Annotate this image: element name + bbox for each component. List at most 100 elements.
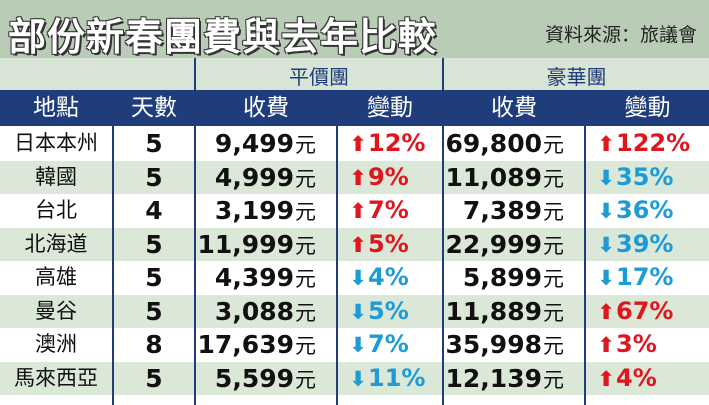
days-cell: 4 (114, 194, 194, 227)
budget-fee-cell: 9,499元 (196, 127, 316, 160)
currency-unit: 元 (543, 334, 564, 358)
fee-value: 69,800 (445, 129, 542, 158)
column-header-row: 地點 天數 收費 變動 收費 變動 (0, 90, 709, 126)
arrow-down-icon: ⬇ (597, 199, 615, 223)
change-value: 67% (616, 296, 674, 325)
days-cell: 5 (114, 228, 194, 261)
days-value: 4 (145, 196, 163, 225)
currency-unit: 元 (543, 367, 564, 392)
currency-unit: 元 (295, 133, 316, 157)
column-divider (112, 90, 114, 405)
fee-value: 35,998 (445, 330, 542, 359)
budget-change-cell: ⬇7% (338, 328, 452, 361)
fee-value: 4,399 (214, 263, 294, 292)
days-value: 5 (145, 263, 163, 292)
change-value: 5% (368, 229, 409, 258)
fee-value: 11,889 (445, 296, 542, 326)
place-cell: 高雄 (0, 261, 112, 294)
budget-fee-cell: 17,639元 (196, 328, 316, 361)
fee-value: 5,899 (462, 263, 542, 292)
luxury-fee-cell: 7,389元 (444, 194, 564, 227)
place-name: 日本本州 (14, 131, 98, 155)
fee-value: 11,089 (445, 162, 542, 192)
change-value: 122% (616, 129, 691, 157)
days-cell: 5 (114, 127, 194, 160)
currency-unit: 元 (543, 200, 564, 224)
place-name: 曼谷 (35, 298, 77, 323)
budget-fee-cell: 3,088元 (196, 295, 316, 328)
column-divider (584, 90, 586, 405)
change-value: 17% (616, 263, 674, 291)
change-value: 12% (368, 129, 426, 157)
days-value: 5 (145, 162, 163, 192)
table-row: 台北 4 3,199元 ⬆7% 7,389元 ⬇36% (0, 194, 709, 227)
column-divider (442, 58, 444, 405)
column-divider (336, 90, 338, 405)
group-budget-label: 平價團 (289, 65, 349, 89)
change-value: 9% (368, 162, 409, 191)
luxury-fee-cell: 11,889元 (444, 295, 564, 328)
luxury-change-cell: ⬆122% (586, 127, 709, 160)
place-cell: 韓國 (0, 161, 112, 194)
arrow-up-icon: ⬆ (349, 232, 367, 257)
arrow-down-icon: ⬇ (597, 165, 615, 190)
arrow-down-icon: ⬇ (597, 266, 615, 290)
luxury-fee-cell: 22,999元 (444, 228, 564, 261)
group-luxury-label: 豪華團 (546, 65, 607, 89)
luxury-change-cell: ⬇39% (586, 228, 709, 261)
place-name: 馬來西亞 (14, 365, 98, 390)
fee-value: 22,999 (445, 229, 542, 259)
budget-change-cell: ⬇5% (338, 295, 452, 328)
luxury-change-cell: ⬇17% (586, 261, 709, 294)
group-header-row: 平價團 豪華團 (0, 58, 709, 90)
place-cell: 台北 (0, 194, 112, 227)
currency-unit: 元 (543, 267, 564, 291)
days-value: 5 (145, 363, 163, 393)
currency-unit: 元 (295, 233, 316, 258)
arrow-down-icon: ⬇ (349, 299, 367, 324)
currency-unit: 元 (295, 166, 316, 191)
change-value: 7% (368, 330, 409, 358)
fee-value: 7,389 (462, 196, 542, 225)
place-cell: 日本本州 (0, 127, 112, 160)
column-header-budget-change: 變動 (367, 95, 413, 121)
table-row: 韓國 5 4,999元 ⬆9% 11,089元 ⬇35% (0, 160, 709, 194)
change-value: 3% (616, 330, 657, 358)
arrow-up-icon: ⬆ (597, 333, 615, 357)
change-value: 4% (616, 363, 657, 392)
change-value: 5% (368, 296, 409, 325)
arrow-up-icon: ⬆ (597, 366, 615, 391)
budget-fee-cell: 11,999元 (196, 228, 316, 261)
budget-fee-cell: 3,199元 (196, 194, 316, 227)
place-cell: 北海道 (0, 228, 112, 261)
fee-value: 12,139 (445, 363, 542, 393)
luxury-change-cell: ⬆67% (586, 295, 709, 328)
arrow-down-icon: ⬇ (349, 266, 367, 290)
table-row: 高雄 5 4,399元 ⬇4% 5,899元 ⬇17% (0, 261, 709, 294)
table-row: 日本本州 5 9,499元 ⬆12% 69,800元 ⬆122% (0, 127, 709, 160)
currency-unit: 元 (295, 367, 316, 392)
title-bar: 部份新春團費與去年比較 資料來源：旅議會 (0, 0, 709, 59)
budget-fee-cell: 4,999元 (196, 161, 316, 194)
fee-value: 9,499 (214, 129, 294, 158)
fee-value: 3,199 (214, 196, 294, 225)
change-value: 11% (368, 363, 426, 392)
place-name: 澳洲 (35, 332, 77, 356)
column-header-luxury-fee: 收費 (491, 95, 537, 121)
source-note: 資料來源：旅議會 (544, 24, 697, 46)
budget-change-cell: ⬆5% (338, 228, 452, 261)
budget-change-cell: ⬇4% (338, 261, 452, 294)
days-cell: 5 (114, 295, 194, 328)
days-cell: 5 (114, 362, 194, 395)
column-header-days: 天數 (131, 95, 177, 121)
table-row: 馬來西亞 5 5,599元 ⬇11% 12,139元 ⬆4% (0, 361, 709, 395)
table-row: 澳洲 8 17,639元 ⬇7% 35,998元 ⬆3% (0, 328, 709, 361)
days-value: 5 (145, 229, 163, 259)
currency-unit: 元 (295, 334, 316, 358)
fee-value: 3,088 (214, 296, 294, 326)
place-name: 北海道 (24, 231, 88, 256)
place-cell: 馬來西亞 (0, 362, 112, 395)
place-name: 韓國 (35, 164, 77, 189)
place-name: 台北 (35, 198, 77, 222)
change-value: 35% (616, 162, 674, 191)
